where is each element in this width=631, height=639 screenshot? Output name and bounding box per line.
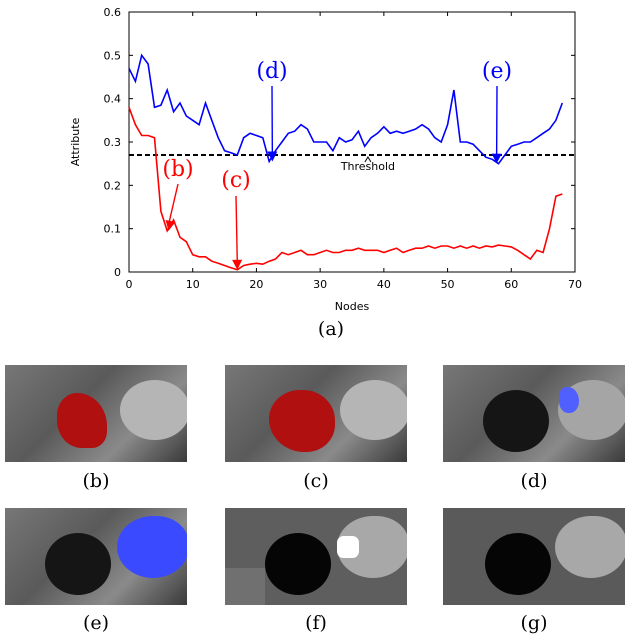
white-region <box>337 536 359 558</box>
dark-region <box>265 533 331 595</box>
annotation-arrowhead <box>491 153 502 164</box>
red-segment <box>57 393 107 448</box>
x-tick-label: 40 <box>377 278 391 291</box>
blue-segment <box>117 516 187 578</box>
y-tick-label: 0.5 <box>104 49 122 62</box>
y-axis-label: Attribute <box>69 117 82 166</box>
threshold-pointer-head <box>364 156 372 163</box>
dark-region <box>45 533 111 595</box>
series-layer <box>128 53 564 271</box>
panel-c-image <box>225 365 407 462</box>
annotation-label: (e) <box>482 59 512 84</box>
panel-c-caption: (c) <box>303 470 329 492</box>
threshold-label: Threshold <box>340 160 395 173</box>
annotation-arrowhead <box>165 220 176 231</box>
figure-caption: (a) <box>317 318 345 340</box>
line-chart: 0 10 20 30 40 50 60 70 0 0.1 0.2 0.3 0.4 0.5 0.6 Nodes A… <box>69 6 582 313</box>
blue-segment <box>559 387 579 413</box>
y-tick-label: 0.4 <box>104 93 122 106</box>
annotation-label: (d) <box>256 59 287 84</box>
dark-region <box>485 533 551 595</box>
panel-f-caption: (f) <box>305 612 327 634</box>
y-tick-label: 0.6 <box>104 6 122 19</box>
bright-region <box>120 380 187 440</box>
x-axis-label: Nodes <box>335 300 370 313</box>
annotation-arrowhead <box>232 259 243 270</box>
panel-b-image <box>5 365 187 462</box>
x-tick-label: 10 <box>186 278 200 291</box>
panel-d-caption: (d) <box>520 470 548 492</box>
threshold-layer: Threshold <box>129 154 575 173</box>
red-segment <box>269 390 335 452</box>
annotation-arrowhead <box>267 151 278 162</box>
annotation-arrow <box>167 183 179 225</box>
bright-region <box>340 380 407 440</box>
x-tick-label: 60 <box>504 278 518 291</box>
panel-e-image <box>5 508 187 605</box>
annotation-label: (b) <box>162 157 193 182</box>
panel-e-caption: (e) <box>82 612 110 634</box>
gray-region <box>225 568 265 605</box>
y-tick-label: 0.3 <box>104 136 122 149</box>
series-line-0 <box>128 53 564 165</box>
y-tick-label: 0.2 <box>104 179 122 192</box>
plot-frame <box>128 11 576 273</box>
annotation-arrow <box>235 195 239 264</box>
x-tick-label: 70 <box>568 278 582 291</box>
bright-region <box>555 516 625 578</box>
annotation-layer: (b) (c) (d) (e) <box>162 59 512 270</box>
dark-region <box>483 390 549 452</box>
panel-b-caption: (b) <box>82 470 110 492</box>
x-tick-label: 0 <box>126 278 133 291</box>
chart-axes: 0 10 20 30 40 50 60 70 0 0.1 0.2 0.3 0.4 0.5 0.6 Nodes A… <box>69 6 582 313</box>
annotation-label: (c) <box>221 168 251 193</box>
panel-g-image <box>443 508 625 605</box>
panel-g-caption: (g) <box>520 612 548 634</box>
x-tick-label: 50 <box>441 278 455 291</box>
panel-f-image <box>225 508 407 605</box>
x-tick-label: 20 <box>249 278 263 291</box>
panel-d-image <box>443 365 625 462</box>
x-tick-label: 30 <box>313 278 327 291</box>
y-tick-label: 0.1 <box>104 223 122 236</box>
series-line-1 <box>128 107 563 271</box>
y-tick-label: 0 <box>114 266 121 279</box>
